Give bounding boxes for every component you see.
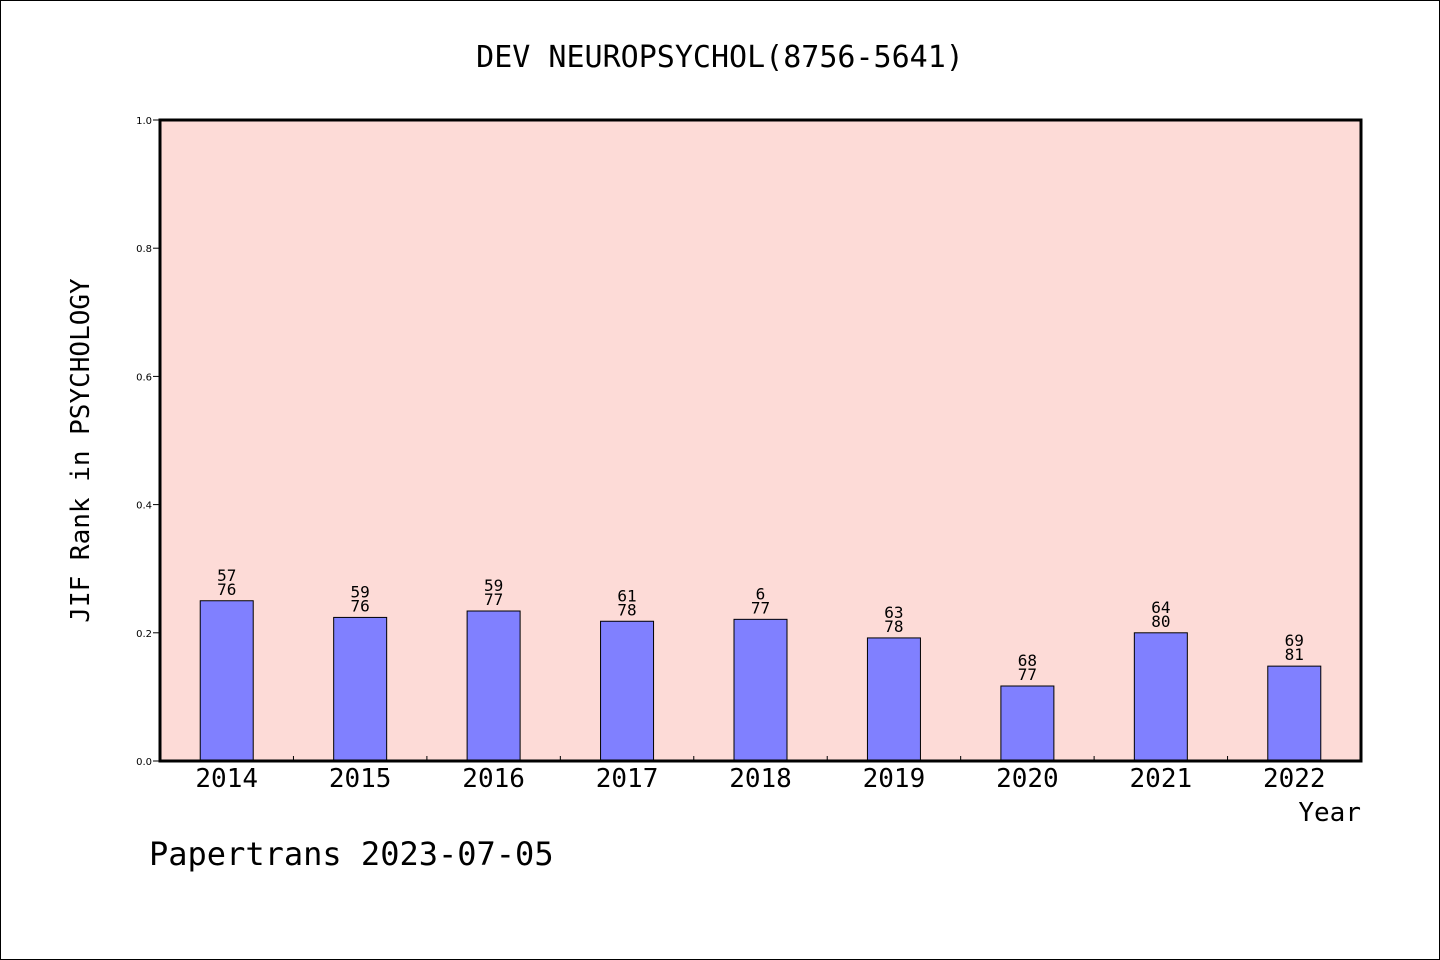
bar bbox=[733, 618, 788, 762]
bar-total-label: 76 bbox=[351, 596, 370, 615]
x-tick-label: 2014 bbox=[195, 764, 258, 794]
bar-rank-label: 64 bbox=[1151, 598, 1170, 617]
bar-total-label: 80 bbox=[1151, 612, 1170, 631]
plot-border bbox=[158, 118, 1363, 763]
bar bbox=[866, 637, 921, 762]
bar bbox=[466, 610, 521, 762]
bar bbox=[333, 616, 388, 762]
x-tick-label: 2017 bbox=[596, 764, 659, 794]
bar bbox=[1000, 685, 1055, 762]
bar-rank-label: 68 bbox=[1018, 651, 1037, 670]
x-tick-label: 2018 bbox=[729, 764, 792, 794]
bar-rank-label: 59 bbox=[484, 576, 503, 595]
bar-total-label: 78 bbox=[884, 617, 903, 636]
chart-title: DEV NEUROPSYCHOL(8756-5641) bbox=[476, 40, 964, 75]
bar-rank-label: 63 bbox=[884, 603, 903, 622]
bar-series bbox=[199, 600, 1322, 762]
bar-rank-label: 59 bbox=[351, 582, 370, 601]
bar-total-label: 77 bbox=[751, 598, 770, 617]
bar bbox=[1267, 665, 1322, 762]
bar-total-label: 77 bbox=[1018, 665, 1037, 684]
x-tick-label: 2020 bbox=[996, 764, 1059, 794]
y-tick-label: 0.8 bbox=[136, 244, 152, 255]
y-tick-label: 0.2 bbox=[136, 629, 152, 640]
bar-total-label: 78 bbox=[617, 600, 636, 619]
x-tick-label: 2022 bbox=[1263, 764, 1326, 794]
bar bbox=[600, 620, 655, 762]
x-tick-label: 2021 bbox=[1130, 764, 1193, 794]
bar-rank-label: 61 bbox=[617, 586, 636, 605]
bar-total-label: 76 bbox=[217, 580, 236, 599]
x-tick-label: 2016 bbox=[462, 764, 525, 794]
bar-total-label: 81 bbox=[1285, 645, 1304, 664]
bar-rank-label: 6 bbox=[756, 584, 766, 603]
x-axis-label: Year bbox=[1298, 798, 1361, 828]
x-tick-label: 2019 bbox=[863, 764, 926, 794]
y-tick-label: 0.0 bbox=[136, 757, 152, 768]
y-axis: 0.0 0.2 0.4 0.6 0.8 1.0 bbox=[136, 116, 160, 768]
bar bbox=[1133, 632, 1188, 762]
bar-rank-label: 57 bbox=[217, 566, 236, 585]
y-tick-label: 0.6 bbox=[136, 372, 152, 383]
bar-rank-label: 69 bbox=[1285, 631, 1304, 650]
y-tick-label: 0.4 bbox=[136, 501, 152, 512]
y-axis-label: JIF Rank in PSYCHOLOGY bbox=[66, 278, 96, 623]
x-axis: 2014 2015 2016 2017 2018 2019 2020 2021 2022 bbox=[195, 756, 1326, 794]
bar-total-label: 77 bbox=[484, 590, 503, 609]
bar bbox=[199, 600, 254, 762]
footer-credit: Papertrans 2023-07-05 bbox=[149, 835, 554, 873]
x-tick-label: 2015 bbox=[329, 764, 392, 794]
y-tick-label: 1.0 bbox=[136, 116, 152, 127]
